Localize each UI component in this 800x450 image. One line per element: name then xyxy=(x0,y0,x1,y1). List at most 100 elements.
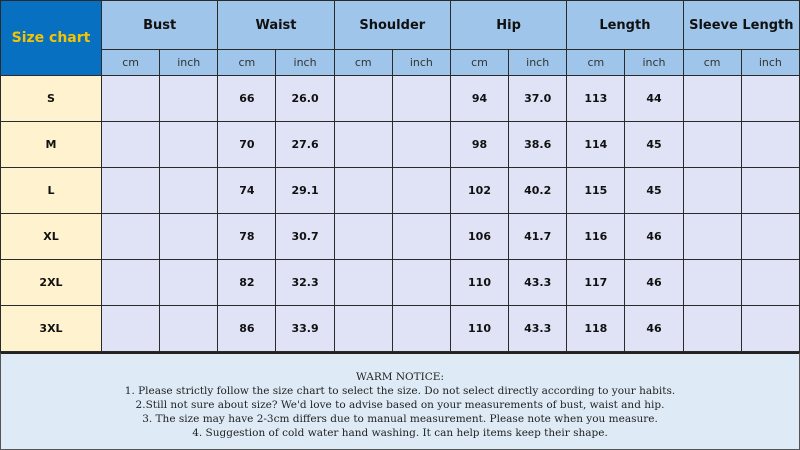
measurement-cell xyxy=(333,121,393,168)
unit-header: inch xyxy=(508,49,568,76)
measurement-cell: 74 xyxy=(217,167,277,214)
measurement-cell xyxy=(159,259,219,306)
measurement-cell: 110 xyxy=(449,305,510,352)
column-header-waist: Waist xyxy=(217,0,335,50)
column-header-sleeve-length: Sleeve Length xyxy=(682,0,800,50)
measurement-cell xyxy=(159,213,219,260)
measurement-cell: 43.3 xyxy=(508,259,568,306)
size-label: 2XL xyxy=(0,259,102,306)
measurement-cell: 41.7 xyxy=(508,213,568,260)
measurement-cell: 114 xyxy=(566,121,626,168)
measurement-cell xyxy=(740,213,800,260)
measurement-cell: 94 xyxy=(449,75,510,122)
size-chart-label: Size chart xyxy=(0,0,102,76)
measurement-cell: 26.0 xyxy=(275,75,335,122)
measurement-cell: 116 xyxy=(566,213,626,260)
measurement-cell: 40.2 xyxy=(508,167,568,214)
size-label: S xyxy=(0,75,102,122)
column-header-bust: Bust xyxy=(100,0,219,50)
measurement-cell: 38.6 xyxy=(508,121,568,168)
measurement-cell xyxy=(391,121,451,168)
unit-header: cm xyxy=(682,49,742,76)
column-header-shoulder: Shoulder xyxy=(333,0,451,50)
column-header-hip: Hip xyxy=(449,0,568,50)
measurement-cell xyxy=(682,167,742,214)
unit-header: inch xyxy=(159,49,219,76)
measurement-cell xyxy=(333,75,393,122)
measurement-cell xyxy=(100,259,161,306)
table-row: S 66 26.0 94 37.0 113 44 xyxy=(0,75,800,122)
measurement-cell xyxy=(333,259,393,306)
column-header-length: Length xyxy=(566,0,684,50)
measurement-cell xyxy=(391,75,451,122)
size-chart-table: Size chart Bust Waist Shoulder Hip Length Slee… xyxy=(0,0,800,352)
measurement-cell: 32.3 xyxy=(275,259,335,306)
measurement-cell xyxy=(100,305,161,352)
measurement-cell: 115 xyxy=(566,167,626,214)
unit-header: cm xyxy=(100,49,161,76)
notice-title: WARM NOTICE: xyxy=(355,371,445,383)
measurement-cell: 45 xyxy=(624,121,684,168)
measurement-cell: 113 xyxy=(566,75,626,122)
measurement-cell: 78 xyxy=(217,213,277,260)
measurement-cell xyxy=(682,75,742,122)
measurement-cell: 118 xyxy=(566,305,626,352)
size-label: L xyxy=(0,167,102,214)
measurement-cell: 37.0 xyxy=(508,75,568,122)
measurement-cell: 33.9 xyxy=(275,305,335,352)
table-row: 2XL 82 32.3 110 43.3 117 46 xyxy=(0,259,800,306)
size-label: XL xyxy=(0,213,102,260)
unit-header: inch xyxy=(391,49,451,76)
measurement-cell xyxy=(391,213,451,260)
measurement-cell: 45 xyxy=(624,167,684,214)
measurement-cell: 66 xyxy=(217,75,277,122)
measurement-cell xyxy=(740,75,800,122)
unit-header: cm xyxy=(333,49,393,76)
measurement-cell: 110 xyxy=(449,259,510,306)
size-label: 3XL xyxy=(0,305,102,352)
measurement-cell xyxy=(740,305,800,352)
unit-header: cm xyxy=(566,49,626,76)
measurement-cell: 98 xyxy=(449,121,510,168)
table-row: L 74 29.1 102 40.2 115 45 xyxy=(0,167,800,214)
measurement-cell xyxy=(333,305,393,352)
measurement-cell: 46 xyxy=(624,305,684,352)
measurement-cell: 86 xyxy=(217,305,277,352)
notice-line: 2.Still not sure about size? We'd love t… xyxy=(135,399,665,411)
unit-header: cm xyxy=(449,49,510,76)
unit-header: cm xyxy=(217,49,277,76)
measurement-cell: 46 xyxy=(624,213,684,260)
measurement-cell: 46 xyxy=(624,259,684,306)
measurement-cell xyxy=(333,167,393,214)
measurement-cell: 29.1 xyxy=(275,167,335,214)
unit-header: inch xyxy=(624,49,684,76)
measurement-cell xyxy=(682,121,742,168)
notice-line: 4. Suggestion of cold water hand washing… xyxy=(192,427,608,439)
size-label: M xyxy=(0,121,102,168)
measurement-cell xyxy=(100,213,161,260)
measurement-cell xyxy=(100,121,161,168)
table-row: M 70 27.6 98 38.6 114 45 xyxy=(0,121,800,168)
measurement-cell xyxy=(740,259,800,306)
measurement-cell: 102 xyxy=(449,167,510,214)
measurement-cell: 70 xyxy=(217,121,277,168)
measurement-cell xyxy=(159,75,219,122)
unit-header: inch xyxy=(275,49,335,76)
notice-line: 3. The size may have 2-3cm differs due t… xyxy=(142,413,658,425)
table-row: 3XL 86 33.9 110 43.3 118 46 xyxy=(0,305,800,352)
measurement-cell: 117 xyxy=(566,259,626,306)
measurement-cell xyxy=(159,167,219,214)
measurement-cell xyxy=(682,305,742,352)
measurement-cell xyxy=(740,121,800,168)
notice-line: 1. Please strictly follow the size chart… xyxy=(124,385,676,397)
measurement-cell: 82 xyxy=(217,259,277,306)
measurement-cell: 30.7 xyxy=(275,213,335,260)
measurement-cell xyxy=(159,305,219,352)
measurement-cell xyxy=(159,121,219,168)
unit-header: inch xyxy=(740,49,800,76)
measurement-cell xyxy=(391,167,451,214)
measurement-cell xyxy=(682,213,742,260)
measurement-cell: 106 xyxy=(449,213,510,260)
measurement-cell: 43.3 xyxy=(508,305,568,352)
measurement-cell xyxy=(333,213,393,260)
